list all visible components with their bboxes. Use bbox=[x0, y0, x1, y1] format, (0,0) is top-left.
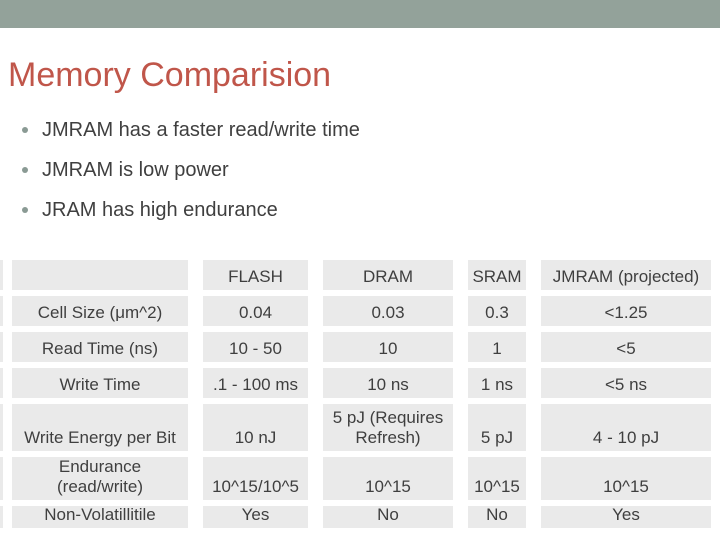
table-cutoff-cell bbox=[0, 506, 3, 528]
table-value-cell: 1 bbox=[468, 332, 526, 362]
table-value-cell: 5 pJ (Requires Refresh) bbox=[323, 404, 453, 451]
bullet-item: JMRAM has a faster read/write time bbox=[14, 110, 704, 150]
table-cutoff-cell bbox=[0, 368, 3, 398]
bullet-item: JMRAM is low power bbox=[14, 150, 704, 190]
table-value-cell: 10 ns bbox=[323, 368, 453, 398]
table-value-cell: 10 - 50 bbox=[203, 332, 308, 362]
bullet-text: JMRAM has a faster read/write time bbox=[42, 118, 360, 141]
bullet-icon bbox=[22, 127, 28, 133]
table-cutoff-cell bbox=[0, 260, 3, 290]
bullet-icon bbox=[22, 167, 28, 173]
bullet-list: JMRAM has a faster read/write time JMRAM… bbox=[14, 110, 704, 230]
table-value-cell: 0.03 bbox=[323, 296, 453, 326]
table-cutoff-column bbox=[0, 260, 3, 528]
table-corner-cell bbox=[12, 260, 188, 290]
table-value-cell: Yes bbox=[203, 505, 308, 528]
table-value-cell: 0.3 bbox=[468, 296, 526, 326]
table-column-header: DRAM bbox=[323, 260, 453, 290]
table-cutoff-cell bbox=[0, 332, 3, 362]
table-row-label: Write Time bbox=[12, 368, 188, 398]
table-value-cell: 5 pJ bbox=[468, 404, 526, 451]
bullet-item: JRAM has high endurance bbox=[14, 190, 704, 230]
table-value-cell: 10 bbox=[323, 332, 453, 362]
slide-title: Memory Comparision bbox=[8, 56, 332, 94]
table-value-cell: 1 ns bbox=[468, 368, 526, 398]
table-value-cell: Yes bbox=[541, 505, 711, 528]
table-row-label: Cell Size (μm^2) bbox=[12, 296, 188, 326]
table-row-label: Endurance (read/write) bbox=[12, 457, 188, 500]
table-cutoff-cell bbox=[0, 296, 3, 326]
table-value-cell: 10^15/10^5 bbox=[203, 457, 308, 500]
table-value-cell: 10^15 bbox=[541, 457, 711, 500]
table-value-cell: 4 - 10 pJ bbox=[541, 404, 711, 451]
table-value-cell: <5 ns bbox=[541, 368, 711, 398]
table-value-cell: <1.25 bbox=[541, 296, 711, 326]
bullet-icon bbox=[22, 207, 28, 213]
table-row-label: Write Energy per Bit bbox=[12, 404, 188, 451]
table-value-cell: No bbox=[323, 505, 453, 528]
table-value-cell: <5 bbox=[541, 332, 711, 362]
table-value-cell: .1 - 100 ms bbox=[203, 368, 308, 398]
table-cutoff-cell bbox=[0, 457, 3, 500]
comparison-table: FLASH DRAM SRAM JMRAM (projected) Cell Size … bbox=[12, 260, 711, 528]
table-value-cell: No bbox=[468, 505, 526, 528]
table-value-cell: 10 nJ bbox=[203, 404, 308, 451]
top-accent-bar bbox=[0, 0, 720, 28]
table-value-cell: 0.04 bbox=[203, 296, 308, 326]
bullet-text: JMRAM is low power bbox=[42, 158, 229, 181]
table-row-label: Read Time (ns) bbox=[12, 332, 188, 362]
table-column-header: SRAM bbox=[468, 260, 526, 290]
table-row-label: Non-Volatillitile bbox=[12, 505, 188, 528]
table-column-header: JMRAM (projected) bbox=[541, 260, 711, 290]
table-value-cell: 10^15 bbox=[468, 457, 526, 500]
bullet-text: JRAM has high endurance bbox=[42, 198, 278, 221]
table-cutoff-cell bbox=[0, 404, 3, 451]
table-column-header: FLASH bbox=[203, 260, 308, 290]
table-value-cell: 10^15 bbox=[323, 457, 453, 500]
